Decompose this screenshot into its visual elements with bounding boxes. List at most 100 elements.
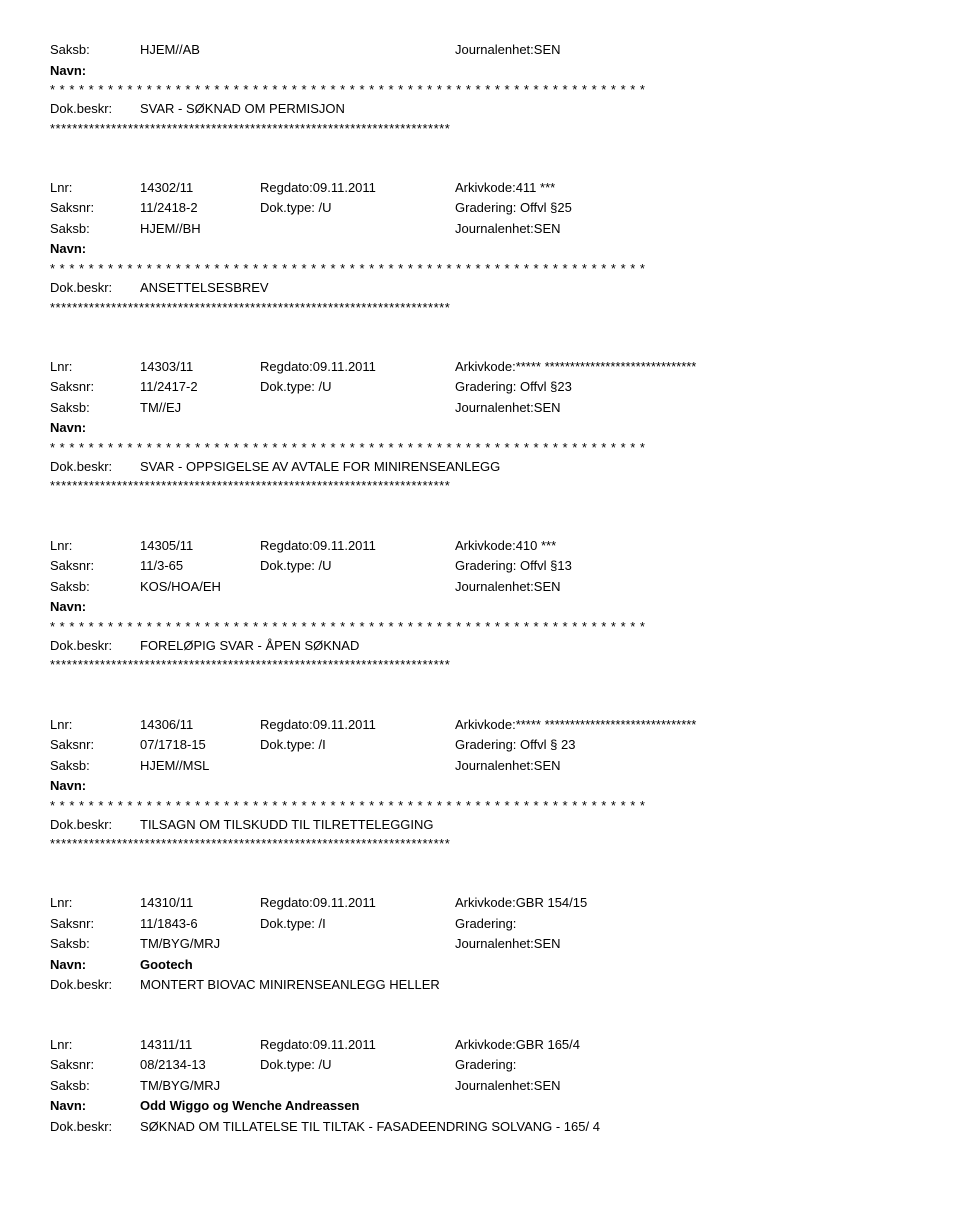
navn-value: Gootech xyxy=(140,955,193,975)
saksb-label: Saksb: xyxy=(50,219,140,239)
saksb-label: Saksb: xyxy=(50,577,140,597)
empty xyxy=(260,219,455,239)
gradering: Gradering: Offvl § 23 xyxy=(455,735,910,755)
regdato: Regdato:09.11.2011 xyxy=(260,893,455,913)
star-divider-long: ****************************************… xyxy=(50,477,910,495)
saksnr-value: 08/2134-13 xyxy=(140,1055,260,1075)
journal-entry: Lnr: 14310/11 Regdato:09.11.2011 Arkivko… xyxy=(50,893,910,995)
journalenhet: Journalenhet:SEN xyxy=(455,40,910,60)
lnr-value: 14303/11 xyxy=(140,357,260,377)
lnr-label: Lnr: xyxy=(50,1035,140,1055)
saksb-label: Saksb: xyxy=(50,40,140,60)
lnr-label: Lnr: xyxy=(50,357,140,377)
dokbeskr-value: SVAR - OPPSIGELSE AV AVTALE FOR MINIRENS… xyxy=(140,457,500,477)
star-divider-long: ****************************************… xyxy=(50,656,910,674)
saksb-value: KOS/HOA/EH xyxy=(140,577,260,597)
star-divider: * * * * * * * * * * * * * * * * * * * * … xyxy=(50,797,910,815)
journalenhet: Journalenhet:SEN xyxy=(455,219,910,239)
gradering: Gradering: Offvl §25 xyxy=(455,198,910,218)
star-divider-long: ****************************************… xyxy=(50,120,910,138)
dokbeskr-label: Dok.beskr: xyxy=(50,278,140,298)
saksb-value: HJEM//AB xyxy=(140,40,260,60)
saksb-label: Saksb: xyxy=(50,398,140,418)
dokbeskr-label: Dok.beskr: xyxy=(50,99,140,119)
navn-label: Navn: xyxy=(50,61,140,81)
journal-entry: Lnr: 14306/11 Regdato:09.11.2011 Arkivko… xyxy=(50,715,910,854)
star-divider-long: ****************************************… xyxy=(50,835,910,853)
doktype: Dok.type: /U xyxy=(260,1055,455,1075)
journal-entry: Lnr: 14311/11 Regdato:09.11.2011 Arkivko… xyxy=(50,1035,910,1137)
star-divider: * * * * * * * * * * * * * * * * * * * * … xyxy=(50,260,910,278)
regdato: Regdato:09.11.2011 xyxy=(260,536,455,556)
lnr-label: Lnr: xyxy=(50,536,140,556)
dokbeskr-value: SVAR - SØKNAD OM PERMISJON xyxy=(140,99,345,119)
doktype: Dok.type: /U xyxy=(260,556,455,576)
saksb-label: Saksb: xyxy=(50,1076,140,1096)
dokbeskr-label: Dok.beskr: xyxy=(50,975,140,995)
gradering: Gradering: Offvl §13 xyxy=(455,556,910,576)
saksb-value: HJEM//BH xyxy=(140,219,260,239)
arkivkode: Arkivkode:410 *** xyxy=(455,536,910,556)
saksnr-value: 11/2418-2 xyxy=(140,198,260,218)
empty xyxy=(260,1076,455,1096)
doktype: Dok.type: /I xyxy=(260,735,455,755)
saksb-value: HJEM//MSL xyxy=(140,756,260,776)
arkivkode: Arkivkode:411 *** xyxy=(455,178,910,198)
saksnr-value: 11/2417-2 xyxy=(140,377,260,397)
regdato: Regdato:09.11.2011 xyxy=(260,715,455,735)
dokbeskr-value: SØKNAD OM TILLATELSE TIL TILTAK - FASADE… xyxy=(140,1117,600,1137)
journalenhet: Journalenhet:SEN xyxy=(455,934,910,954)
star-divider-long: ****************************************… xyxy=(50,299,910,317)
arkivkode: Arkivkode:***** ************************… xyxy=(455,715,910,735)
saksnr-label: Saksnr: xyxy=(50,1055,140,1075)
dokbeskr-value: MONTERT BIOVAC MINIRENSEANLEGG HELLER xyxy=(140,975,440,995)
saksnr-value: 11/1843-6 xyxy=(140,914,260,934)
lnr-value: 14302/11 xyxy=(140,178,260,198)
regdato: Regdato:09.11.2011 xyxy=(260,178,455,198)
empty xyxy=(260,756,455,776)
saksb-label: Saksb: xyxy=(50,934,140,954)
journal-entry: Lnr: 14303/11 Regdato:09.11.2011 Arkivko… xyxy=(50,357,910,496)
doktype: Dok.type: /I xyxy=(260,914,455,934)
saksnr-label: Saksnr: xyxy=(50,735,140,755)
navn-label: Navn: xyxy=(50,239,140,259)
gradering: Gradering: Offvl §23 xyxy=(455,377,910,397)
dokbeskr-label: Dok.beskr: xyxy=(50,1117,140,1137)
dokbeskr-label: Dok.beskr: xyxy=(50,636,140,656)
saksnr-label: Saksnr: xyxy=(50,914,140,934)
lnr-value: 14306/11 xyxy=(140,715,260,735)
doktype: Dok.type: /U xyxy=(260,377,455,397)
lnr-label: Lnr: xyxy=(50,178,140,198)
navn-label: Navn: xyxy=(50,955,140,975)
journal-entry: Lnr: 14305/11 Regdato:09.11.2011 Arkivko… xyxy=(50,536,910,675)
dokbeskr-label: Dok.beskr: xyxy=(50,457,140,477)
navn-label: Navn: xyxy=(50,597,140,617)
empty xyxy=(260,398,455,418)
saksb-value: TM//EJ xyxy=(140,398,260,418)
star-divider: * * * * * * * * * * * * * * * * * * * * … xyxy=(50,439,910,457)
dokbeskr-label: Dok.beskr: xyxy=(50,815,140,835)
doktype: Dok.type: /U xyxy=(260,198,455,218)
star-divider: * * * * * * * * * * * * * * * * * * * * … xyxy=(50,618,910,636)
navn-value: Odd Wiggo og Wenche Andreassen xyxy=(140,1096,359,1116)
regdato: Regdato:09.11.2011 xyxy=(260,1035,455,1055)
empty xyxy=(260,934,455,954)
dokbeskr-value: TILSAGN OM TILSKUDD TIL TILRETTELEGGING xyxy=(140,815,434,835)
journalenhet: Journalenhet:SEN xyxy=(455,398,910,418)
navn-label: Navn: xyxy=(50,418,140,438)
saksnr-label: Saksnr: xyxy=(50,556,140,576)
lnr-label: Lnr: xyxy=(50,893,140,913)
lnr-value: 14311/11 xyxy=(140,1035,260,1055)
saksb-label: Saksb: xyxy=(50,756,140,776)
lnr-value: 14305/11 xyxy=(140,536,260,556)
navn-label: Navn: xyxy=(50,1096,140,1116)
empty xyxy=(260,577,455,597)
empty xyxy=(260,40,455,60)
lnr-label: Lnr: xyxy=(50,715,140,735)
journalenhet: Journalenhet:SEN xyxy=(455,1076,910,1096)
journal-entry: Saksb: HJEM//AB Journalenhet:SEN Navn: *… xyxy=(50,40,910,138)
gradering: Gradering: xyxy=(455,1055,910,1075)
saksnr-value: 07/1718-15 xyxy=(140,735,260,755)
saksb-value: TM/BYG/MRJ xyxy=(140,1076,260,1096)
saksnr-value: 11/3-65 xyxy=(140,556,260,576)
